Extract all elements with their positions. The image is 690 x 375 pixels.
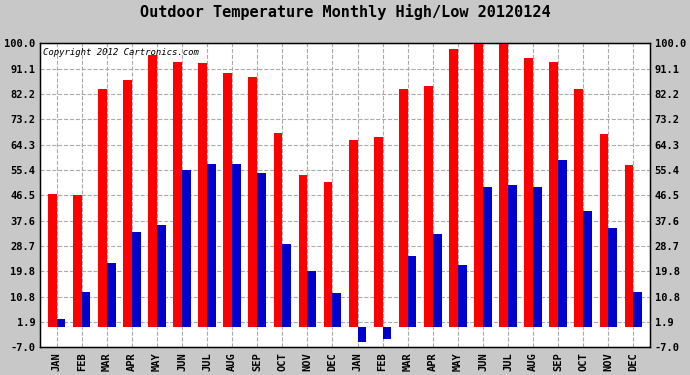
Bar bbox=[600, 134, 609, 327]
Bar bbox=[282, 243, 291, 327]
Bar bbox=[508, 185, 517, 327]
Bar bbox=[107, 264, 115, 327]
Bar bbox=[98, 89, 107, 327]
Bar bbox=[123, 80, 132, 327]
Text: Outdoor Temperature Monthly High/Low 20120124: Outdoor Temperature Monthly High/Low 201… bbox=[139, 4, 551, 20]
Bar bbox=[424, 86, 433, 327]
Bar bbox=[399, 89, 408, 327]
Bar bbox=[224, 73, 232, 327]
Bar bbox=[207, 164, 216, 327]
Bar bbox=[533, 187, 542, 327]
Bar bbox=[48, 194, 57, 327]
Bar bbox=[374, 137, 383, 327]
Bar bbox=[633, 292, 642, 327]
Bar bbox=[558, 160, 567, 327]
Bar bbox=[333, 293, 342, 327]
Bar bbox=[173, 62, 182, 327]
Bar bbox=[157, 225, 166, 327]
Bar bbox=[148, 55, 157, 327]
Bar bbox=[408, 256, 417, 327]
Bar bbox=[357, 327, 366, 342]
Bar bbox=[132, 232, 141, 327]
Bar bbox=[575, 89, 583, 327]
Bar bbox=[458, 265, 466, 327]
Bar bbox=[549, 62, 558, 327]
Bar bbox=[609, 228, 617, 327]
Bar bbox=[449, 49, 458, 327]
Bar bbox=[299, 176, 307, 327]
Bar bbox=[524, 57, 533, 327]
Bar bbox=[198, 63, 207, 327]
Bar bbox=[483, 187, 492, 327]
Bar bbox=[324, 183, 333, 327]
Bar bbox=[232, 164, 241, 327]
Text: Copyright 2012 Cartronics.com: Copyright 2012 Cartronics.com bbox=[43, 48, 199, 57]
Bar bbox=[248, 77, 257, 327]
Bar bbox=[583, 211, 592, 327]
Bar bbox=[273, 133, 282, 327]
Bar bbox=[624, 165, 633, 327]
Bar bbox=[307, 270, 316, 327]
Bar bbox=[57, 319, 66, 327]
Bar bbox=[73, 195, 81, 327]
Bar bbox=[433, 234, 442, 327]
Bar bbox=[500, 38, 508, 327]
Bar bbox=[182, 170, 190, 327]
Bar bbox=[383, 327, 391, 339]
Bar bbox=[348, 140, 357, 327]
Bar bbox=[81, 292, 90, 327]
Bar bbox=[474, 44, 483, 327]
Bar bbox=[257, 172, 266, 327]
